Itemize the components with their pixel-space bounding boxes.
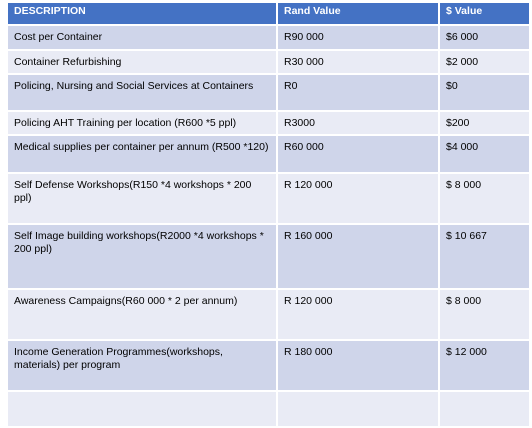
rand-value-cell: R3000	[276, 110, 440, 136]
dollar-value-cell: $4 000	[438, 134, 531, 174]
table-row: Cost per Container R90 000 $6 000	[6, 24, 531, 51]
rand-value-cell: R 160 000	[276, 223, 440, 290]
description-cell: Cost per Container	[6, 24, 278, 51]
dollar-value-cell: $ 10 667	[438, 223, 531, 290]
rand-value-cell	[276, 390, 440, 428]
dollar-value-cell: $2 000	[438, 49, 531, 75]
table-row: Policing AHT Training per location (R600…	[6, 110, 531, 136]
table-row: Self Defense Workshops(R150 *4 workshops…	[6, 172, 531, 225]
rand-value-cell: R 180 000	[276, 339, 440, 392]
rand-value-cell: R90 000	[276, 24, 440, 51]
table-row: Medical supplies per container per annum…	[6, 134, 531, 174]
rand-value-cell: R 120 000	[276, 288, 440, 341]
rand-value-cell: R30 000	[276, 49, 440, 75]
description-cell: Self Image building workshops(R2000 *4 w…	[6, 223, 278, 290]
cost-table-container: DESCRIPTION Rand Value $ Value Cost per …	[6, 1, 531, 428]
dollar-value-cell: $200	[438, 110, 531, 136]
description-cell: Policing AHT Training per location (R600…	[6, 110, 278, 136]
header-dollar-value: $ Value	[438, 1, 531, 26]
rand-value-cell: R60 000	[276, 134, 440, 174]
table-row	[6, 390, 531, 428]
dollar-value-cell: $ 8 000	[438, 288, 531, 341]
description-cell: Self Defense Workshops(R150 *4 workshops…	[6, 172, 278, 225]
cost-table: DESCRIPTION Rand Value $ Value Cost per …	[6, 1, 531, 428]
table-row: Self Image building workshops(R2000 *4 w…	[6, 223, 531, 290]
description-cell: Container Refurbishing	[6, 49, 278, 75]
table-row: Policing, Nursing and Social Services at…	[6, 73, 531, 112]
header-description: DESCRIPTION	[6, 1, 278, 26]
rand-value-cell: R0	[276, 73, 440, 112]
header-rand-value: Rand Value	[276, 1, 440, 26]
rand-value-cell: R 120 000	[276, 172, 440, 225]
description-cell: Medical supplies per container per annum…	[6, 134, 278, 174]
description-cell	[6, 390, 278, 428]
dollar-value-cell: $6 000	[438, 24, 531, 51]
dollar-value-cell: $0	[438, 73, 531, 112]
table-row: Container Refurbishing R30 000 $2 000	[6, 49, 531, 75]
description-cell: Policing, Nursing and Social Services at…	[6, 73, 278, 112]
table-header-row: DESCRIPTION Rand Value $ Value	[6, 1, 531, 26]
dollar-value-cell	[438, 390, 531, 428]
dollar-value-cell: $ 8 000	[438, 172, 531, 225]
description-cell: Income Generation Programmes(workshops, …	[6, 339, 278, 392]
description-cell: Awareness Campaigns(R60 000 * 2 per annu…	[6, 288, 278, 341]
table-row: Awareness Campaigns(R60 000 * 2 per annu…	[6, 288, 531, 341]
table-row: Income Generation Programmes(workshops, …	[6, 339, 531, 392]
dollar-value-cell: $ 12 000	[438, 339, 531, 392]
